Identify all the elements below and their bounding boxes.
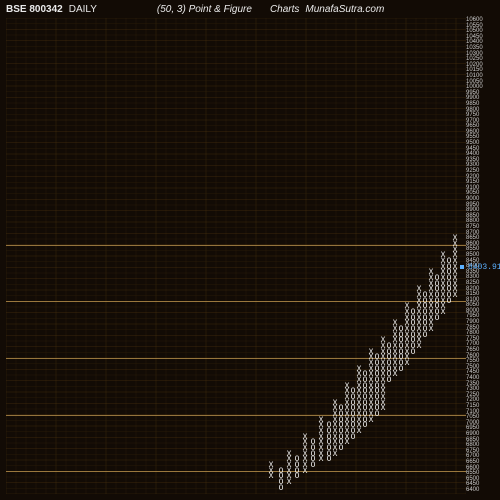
- y-tick-label: 6400: [466, 488, 498, 494]
- point-figure-columns: XXXOOOOXXXXXXOOOOXXXXXXXOOOOOXXXXXXXXOOO…: [6, 18, 466, 494]
- ticker-symbol: BSE 800342: [6, 4, 63, 18]
- current-price-label: 8403.91: [468, 263, 500, 272]
- y-axis-labels: 1060010550105001045010400103501030010250…: [466, 18, 498, 494]
- charts-label: Charts: [270, 4, 299, 18]
- chart-header: BSE 800342 DAILY (50, 3) Point & Figure …: [6, 4, 494, 18]
- source-label: MunafaSutra.com: [305, 4, 384, 18]
- pf-column: XXXXXXXXXXX: [450, 18, 460, 494]
- chart-params: (50, 3) Point & Figure: [157, 4, 252, 18]
- timeframe-label: DAILY: [69, 4, 97, 18]
- pf-column: XXX: [266, 18, 276, 494]
